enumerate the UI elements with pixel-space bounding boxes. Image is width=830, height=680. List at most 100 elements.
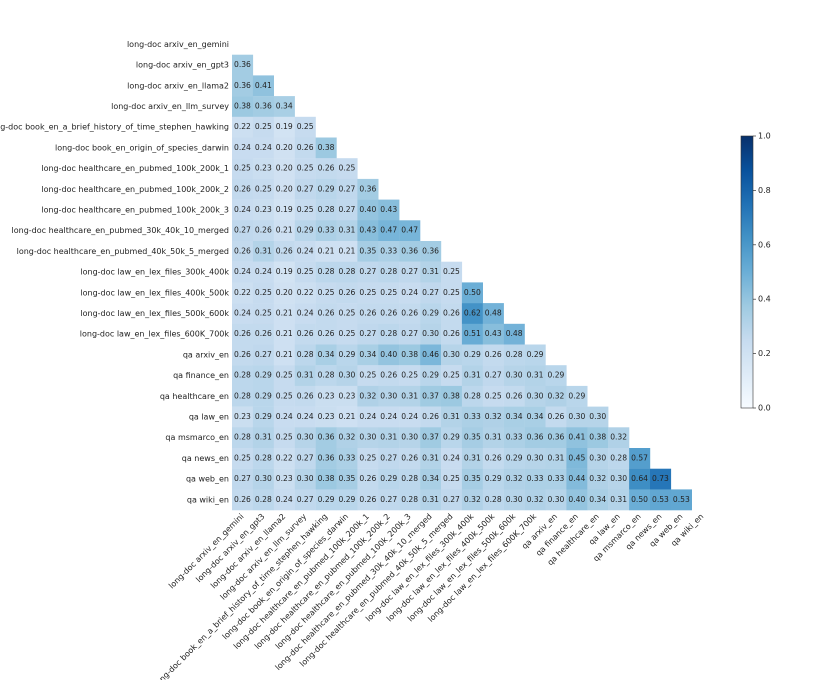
- cell-label: 0.30: [568, 412, 585, 421]
- cell-label: 0.26: [359, 474, 376, 483]
- cell: [252, 178, 274, 200]
- cell-label: 0.28: [485, 495, 502, 504]
- cell-label: 0.43: [359, 226, 376, 235]
- cell: [461, 323, 483, 345]
- cell-label: 0.37: [422, 433, 439, 442]
- cell-label: 0.62: [464, 308, 481, 317]
- cell: [232, 54, 254, 76]
- cell-label: 0.44: [568, 474, 585, 483]
- row-label: long-doc healthcare_en_pubmed_100k_200k_…: [41, 205, 229, 214]
- cell: [629, 489, 651, 511]
- cell-label: 0.30: [506, 495, 523, 504]
- row-label: qa healthcare_en: [160, 392, 229, 401]
- cell: [357, 406, 379, 428]
- cell-label: 0.48: [485, 308, 502, 317]
- cell: [273, 241, 295, 262]
- cell: [524, 406, 546, 428]
- cell: [232, 282, 254, 304]
- cell-label: 0.27: [380, 453, 397, 462]
- cell: [232, 75, 254, 97]
- cell-label: 0.33: [338, 453, 355, 462]
- cell: [315, 365, 337, 387]
- cell: [232, 323, 254, 345]
- cell-label: 0.64: [631, 474, 648, 483]
- cell: [294, 406, 316, 428]
- cell: [545, 385, 567, 407]
- cell: [315, 448, 337, 469]
- cell-label: 0.28: [318, 267, 335, 276]
- cell: [503, 489, 525, 511]
- cell: [232, 220, 254, 242]
- cell: [399, 365, 421, 387]
- cell-label: 0.30: [359, 433, 376, 442]
- cell: [545, 489, 567, 511]
- cell-label: 0.31: [401, 391, 418, 400]
- cell: [420, 385, 442, 407]
- cell: [336, 427, 358, 449]
- colorbar-tick-label: 1.0: [758, 132, 771, 141]
- cell-label: 0.30: [527, 391, 544, 400]
- cell: [378, 344, 400, 366]
- cell: [399, 241, 421, 262]
- cell: [315, 241, 337, 262]
- cell-label: 0.26: [234, 329, 251, 338]
- cell: [232, 303, 254, 324]
- cell: [482, 303, 504, 324]
- cell-label: 0.32: [547, 391, 564, 400]
- cell-label: 0.26: [359, 495, 376, 504]
- cell-label: 0.50: [631, 495, 648, 504]
- cell-label: 0.36: [318, 453, 335, 462]
- cell: [461, 365, 483, 387]
- cell-label: 0.36: [234, 81, 251, 90]
- cell: [608, 489, 630, 511]
- cell: [629, 448, 651, 469]
- cell: [566, 406, 588, 428]
- cell-label: 0.33: [318, 226, 335, 235]
- cell: [315, 137, 337, 159]
- cell-label: 0.53: [673, 495, 690, 504]
- cell-label: 0.27: [297, 495, 314, 504]
- cell: [273, 489, 295, 511]
- cell: [294, 323, 316, 345]
- cell-label: 0.24: [380, 412, 397, 421]
- cell-label: 0.26: [255, 329, 272, 338]
- cell: [357, 261, 379, 283]
- cell: [273, 468, 295, 490]
- cell: [336, 344, 358, 366]
- cell-label: 0.26: [318, 329, 335, 338]
- cell: [545, 365, 567, 387]
- cell: [232, 199, 254, 221]
- cell-label: 0.28: [318, 371, 335, 380]
- cell-label: 0.25: [359, 453, 376, 462]
- cell: [315, 220, 337, 242]
- cell-label: 0.29: [464, 350, 481, 359]
- cell: [252, 137, 274, 159]
- cell-label: 0.19: [276, 205, 293, 214]
- cell: [232, 137, 254, 159]
- cell-label: 0.43: [485, 329, 502, 338]
- cell: [273, 344, 295, 366]
- cell-label: 0.48: [506, 329, 523, 338]
- cell-label: 0.73: [652, 474, 669, 483]
- cell: [378, 241, 400, 262]
- cell-label: 0.31: [527, 371, 544, 380]
- cell-label: 0.28: [380, 267, 397, 276]
- cell: [252, 448, 274, 469]
- cell: [336, 406, 358, 428]
- cell-label: 0.25: [338, 308, 355, 317]
- cell-label: 0.47: [401, 226, 418, 235]
- cell: [420, 303, 442, 324]
- cell-label: 0.32: [610, 433, 627, 442]
- cell: [252, 406, 274, 428]
- cell-label: 0.32: [506, 474, 523, 483]
- cell: [399, 406, 421, 428]
- cell-label: 0.27: [255, 350, 272, 359]
- cell: [441, 365, 463, 387]
- cell: [252, 261, 274, 283]
- cell: [461, 489, 483, 511]
- cell-label: 0.25: [234, 453, 251, 462]
- cell: [232, 448, 254, 469]
- cell-label: 0.27: [338, 184, 355, 193]
- cell: [315, 199, 337, 221]
